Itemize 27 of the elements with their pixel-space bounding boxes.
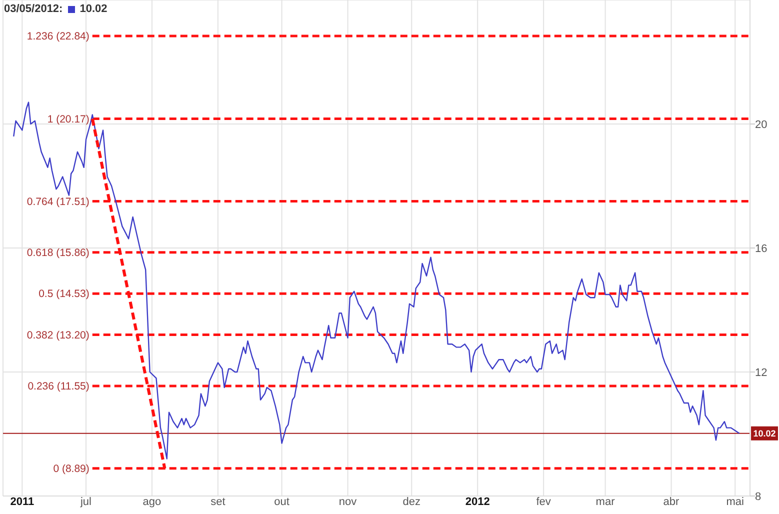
x-tick-label: mai (726, 496, 744, 508)
x-tick-label: abr (663, 496, 680, 508)
y-tick-label: 12 (755, 366, 768, 379)
ref-line-label: 0.236 (11.55) (28, 380, 90, 393)
ref-line-label: 0.382 (13.20) (26, 329, 90, 342)
y-tick-label: 20 (755, 118, 768, 131)
ref-line-label: 0.618 (15.86) (26, 247, 90, 260)
y-tick-label: 8 (755, 490, 762, 503)
x-tick-label: fev (536, 496, 552, 508)
x-tick-label: set (210, 496, 226, 508)
x-tick-label: 2012 (465, 496, 490, 508)
ref-line-label: 1 (20.17) (47, 113, 90, 126)
y-tick-label: 16 (755, 242, 768, 255)
x-tick-label: mar (596, 496, 616, 508)
x-tick-label: 2011 (10, 496, 34, 508)
x-tick-label: out (274, 496, 290, 508)
ref-line-label: 1.236 (22.84) (26, 30, 90, 43)
ref-line-label: 0 (8.89) (53, 463, 90, 476)
x-tick-label: nov (338, 496, 358, 508)
annotation: 10.02 (80, 2, 108, 16)
ref-line-label: 10.02 (753, 428, 776, 439)
x-tick-label: dez (402, 496, 420, 508)
ref-line-label: 0.764 (17.51) (26, 196, 90, 208)
x-tick-label: ago (142, 496, 162, 508)
ref-line-label: 0.5 (14.53) (38, 288, 90, 300)
x-tick-label: jul (79, 496, 92, 508)
chart-title: 03/05/2012: (4, 2, 63, 16)
